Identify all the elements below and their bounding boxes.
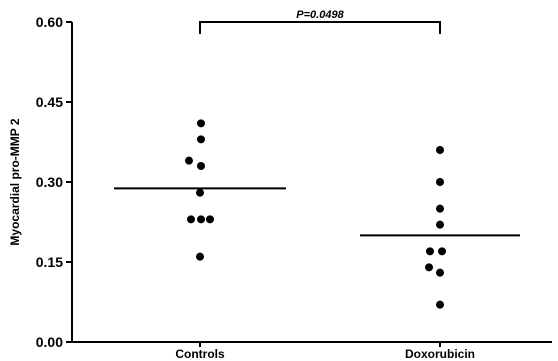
data-point	[187, 215, 195, 224]
data-point	[206, 215, 214, 224]
y-tick-label: 0.00	[36, 334, 63, 350]
data-point	[197, 215, 205, 224]
y-tick-label: 0.60	[36, 14, 63, 30]
significance-bracket	[199, 21, 441, 34]
mean-lines	[114, 187, 520, 237]
y-tick-label: 0.45	[36, 94, 63, 110]
x-axis-ticks: Controls Doxorubicin	[175, 342, 475, 361]
data-point	[197, 135, 205, 144]
data-point	[196, 188, 204, 197]
p-value-label: P=0.0498	[296, 9, 344, 21]
data-point	[438, 247, 446, 256]
data-point	[436, 204, 444, 213]
data-point	[197, 162, 205, 170]
y-tick-label: 0.15	[36, 254, 63, 270]
y-axis-ticks: 0.00 0.15 0.30 0.45 0.60	[36, 14, 72, 350]
data-point	[436, 220, 444, 229]
data-point	[436, 300, 444, 309]
data-point	[425, 263, 433, 272]
x-tick-label: Doxorubicin	[405, 347, 475, 361]
data-point	[436, 268, 444, 277]
data-point	[196, 252, 204, 261]
data-point	[426, 247, 434, 256]
data-points	[185, 119, 446, 309]
y-tick-label: 0.30	[36, 174, 63, 190]
y-axis-title: Myocardial pro-MMP 2	[8, 118, 22, 245]
data-point	[185, 156, 193, 165]
bracket-line	[199, 21, 441, 34]
data-point	[436, 178, 444, 186]
axes	[71, 22, 552, 343]
data-point	[197, 119, 205, 128]
x-tick-label: Controls	[175, 347, 225, 361]
data-point	[436, 146, 444, 154]
